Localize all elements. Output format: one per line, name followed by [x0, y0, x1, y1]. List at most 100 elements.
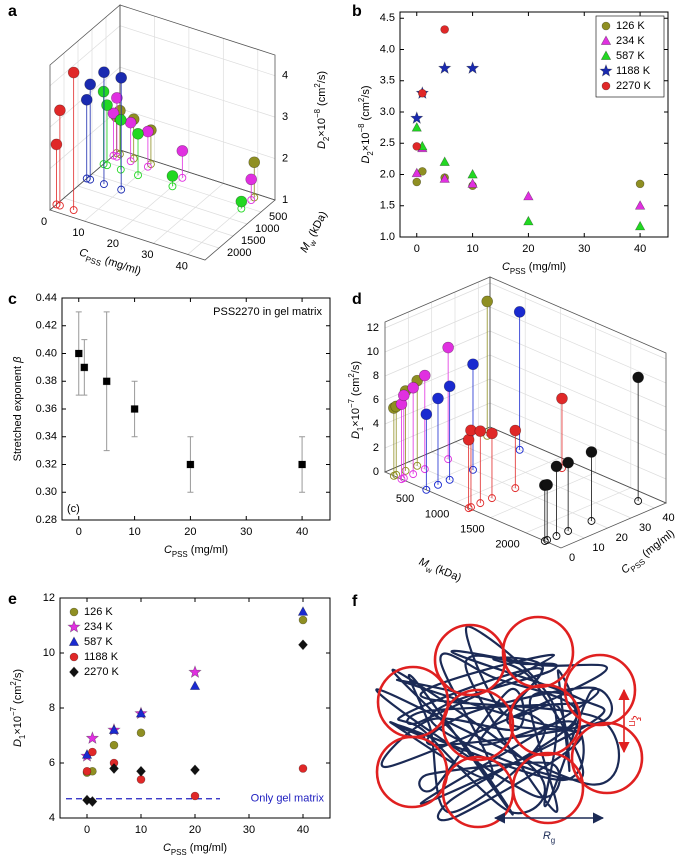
legend-label: 126 K: [84, 606, 113, 618]
label-part: /s): [12, 669, 24, 681]
y-tick-label: 2000: [495, 539, 519, 551]
label-part: 1: [18, 734, 27, 739]
x-tick-label: 30: [141, 249, 153, 261]
axis-title: D2×10−8 (cm2/s): [313, 71, 331, 149]
ball: [235, 195, 248, 208]
grid-line: [384, 306, 491, 353]
label-part: (mg/ml): [100, 254, 142, 278]
axis-title: CPSS (mg/ml): [77, 246, 143, 280]
ball: [443, 380, 456, 393]
ball: [420, 408, 433, 421]
label-part: 2: [347, 373, 356, 377]
marker: [135, 707, 147, 718]
label-part: (kDa): [305, 209, 330, 241]
axis-title: Stretched exponent β: [12, 356, 24, 461]
y-tick-label: 10: [43, 647, 55, 659]
label-part: β: [12, 356, 24, 364]
x-tick-label: 30: [240, 526, 252, 538]
marker: [75, 349, 83, 358]
panel-letter: b: [352, 3, 362, 20]
panel-letter: e: [8, 591, 17, 608]
ball: [432, 392, 444, 405]
z-tick-label: 4: [373, 418, 379, 430]
x-tick-label: 0: [569, 552, 575, 564]
x-tick-label: 0: [76, 526, 82, 538]
marker: [69, 607, 79, 617]
marker: [412, 142, 422, 151]
label-part: 2: [357, 98, 366, 102]
z-tick-label: 3: [282, 111, 288, 123]
x-tick-label: 10: [72, 227, 84, 239]
marker: [82, 766, 92, 776]
x-tick-label: 20: [184, 526, 196, 538]
grid-line: [119, 66, 276, 118]
ball: [166, 170, 179, 182]
label-part: 2: [366, 151, 375, 155]
marker: [109, 763, 119, 774]
blob: [375, 735, 449, 809]
y-tick-label: 1000: [425, 508, 449, 520]
x-tick-label: 20: [616, 532, 628, 544]
chart-panel: c 0 10 20 30 40 0.28 0.30 0.32 0.34 0.36 0.38 0.40 0.…: [8, 291, 331, 559]
x-tick-label: 40: [297, 824, 309, 836]
ball: [562, 456, 574, 469]
legend-label: 2270 K: [84, 666, 120, 678]
label-part: ξ: [630, 716, 642, 722]
marker: [67, 619, 81, 633]
marker: [467, 168, 478, 179]
y-tick-label: 0.36: [36, 403, 57, 415]
blob: [570, 721, 644, 795]
grid-line: [119, 108, 276, 159]
ball: [245, 173, 258, 186]
z-tick-label: 1: [282, 194, 288, 206]
blob: [508, 683, 582, 757]
ball: [407, 381, 419, 394]
ball: [84, 78, 96, 91]
label-part: 1: [356, 426, 365, 431]
label-part: −7: [347, 399, 356, 408]
marker: [80, 363, 89, 372]
ball: [442, 341, 454, 354]
grid-line: [489, 282, 667, 360]
back-wall: [384, 276, 491, 473]
marker: [412, 177, 422, 187]
marker: [68, 636, 80, 646]
marker: [298, 615, 308, 625]
x-tick-label: 30: [578, 243, 590, 255]
label-part: Stretched exponent: [12, 363, 24, 461]
marker: [601, 21, 611, 31]
marker: [635, 179, 645, 189]
y-tick-label: 0.28: [36, 514, 57, 526]
diagram-panel: f ξΠ Rg: [352, 593, 644, 845]
y-tick-label: 2000: [227, 247, 251, 259]
marker: [467, 178, 478, 188]
grid-line: [49, 25, 121, 86]
marker: [85, 731, 100, 744]
axis-title: D2×10−8 (cm2/s): [357, 85, 375, 163]
grid-line: [84, 160, 155, 222]
z-tick-label: 2: [373, 442, 379, 454]
annotation: PSS2270 in gel matrix: [213, 306, 322, 318]
marker: [130, 405, 139, 413]
ball: [398, 389, 410, 402]
label-part: PSS: [84, 254, 102, 267]
y-tick-label: 6: [49, 757, 55, 769]
label-part: g: [551, 836, 555, 845]
marker: [102, 377, 111, 386]
ball: [248, 156, 261, 169]
marker: [634, 200, 646, 210]
label-part: D: [360, 156, 372, 164]
x-tick-label: 20: [522, 243, 534, 255]
grid-line: [119, 25, 276, 77]
z-tick-label: 8: [373, 370, 379, 382]
marker: [188, 665, 202, 678]
x-tick-label: 40: [176, 260, 188, 272]
ball: [124, 116, 137, 129]
marker: [600, 50, 612, 60]
y-tick-label: 500: [269, 211, 287, 223]
grid-line: [63, 197, 220, 249]
ball: [513, 306, 526, 318]
grid-line: [91, 173, 248, 225]
